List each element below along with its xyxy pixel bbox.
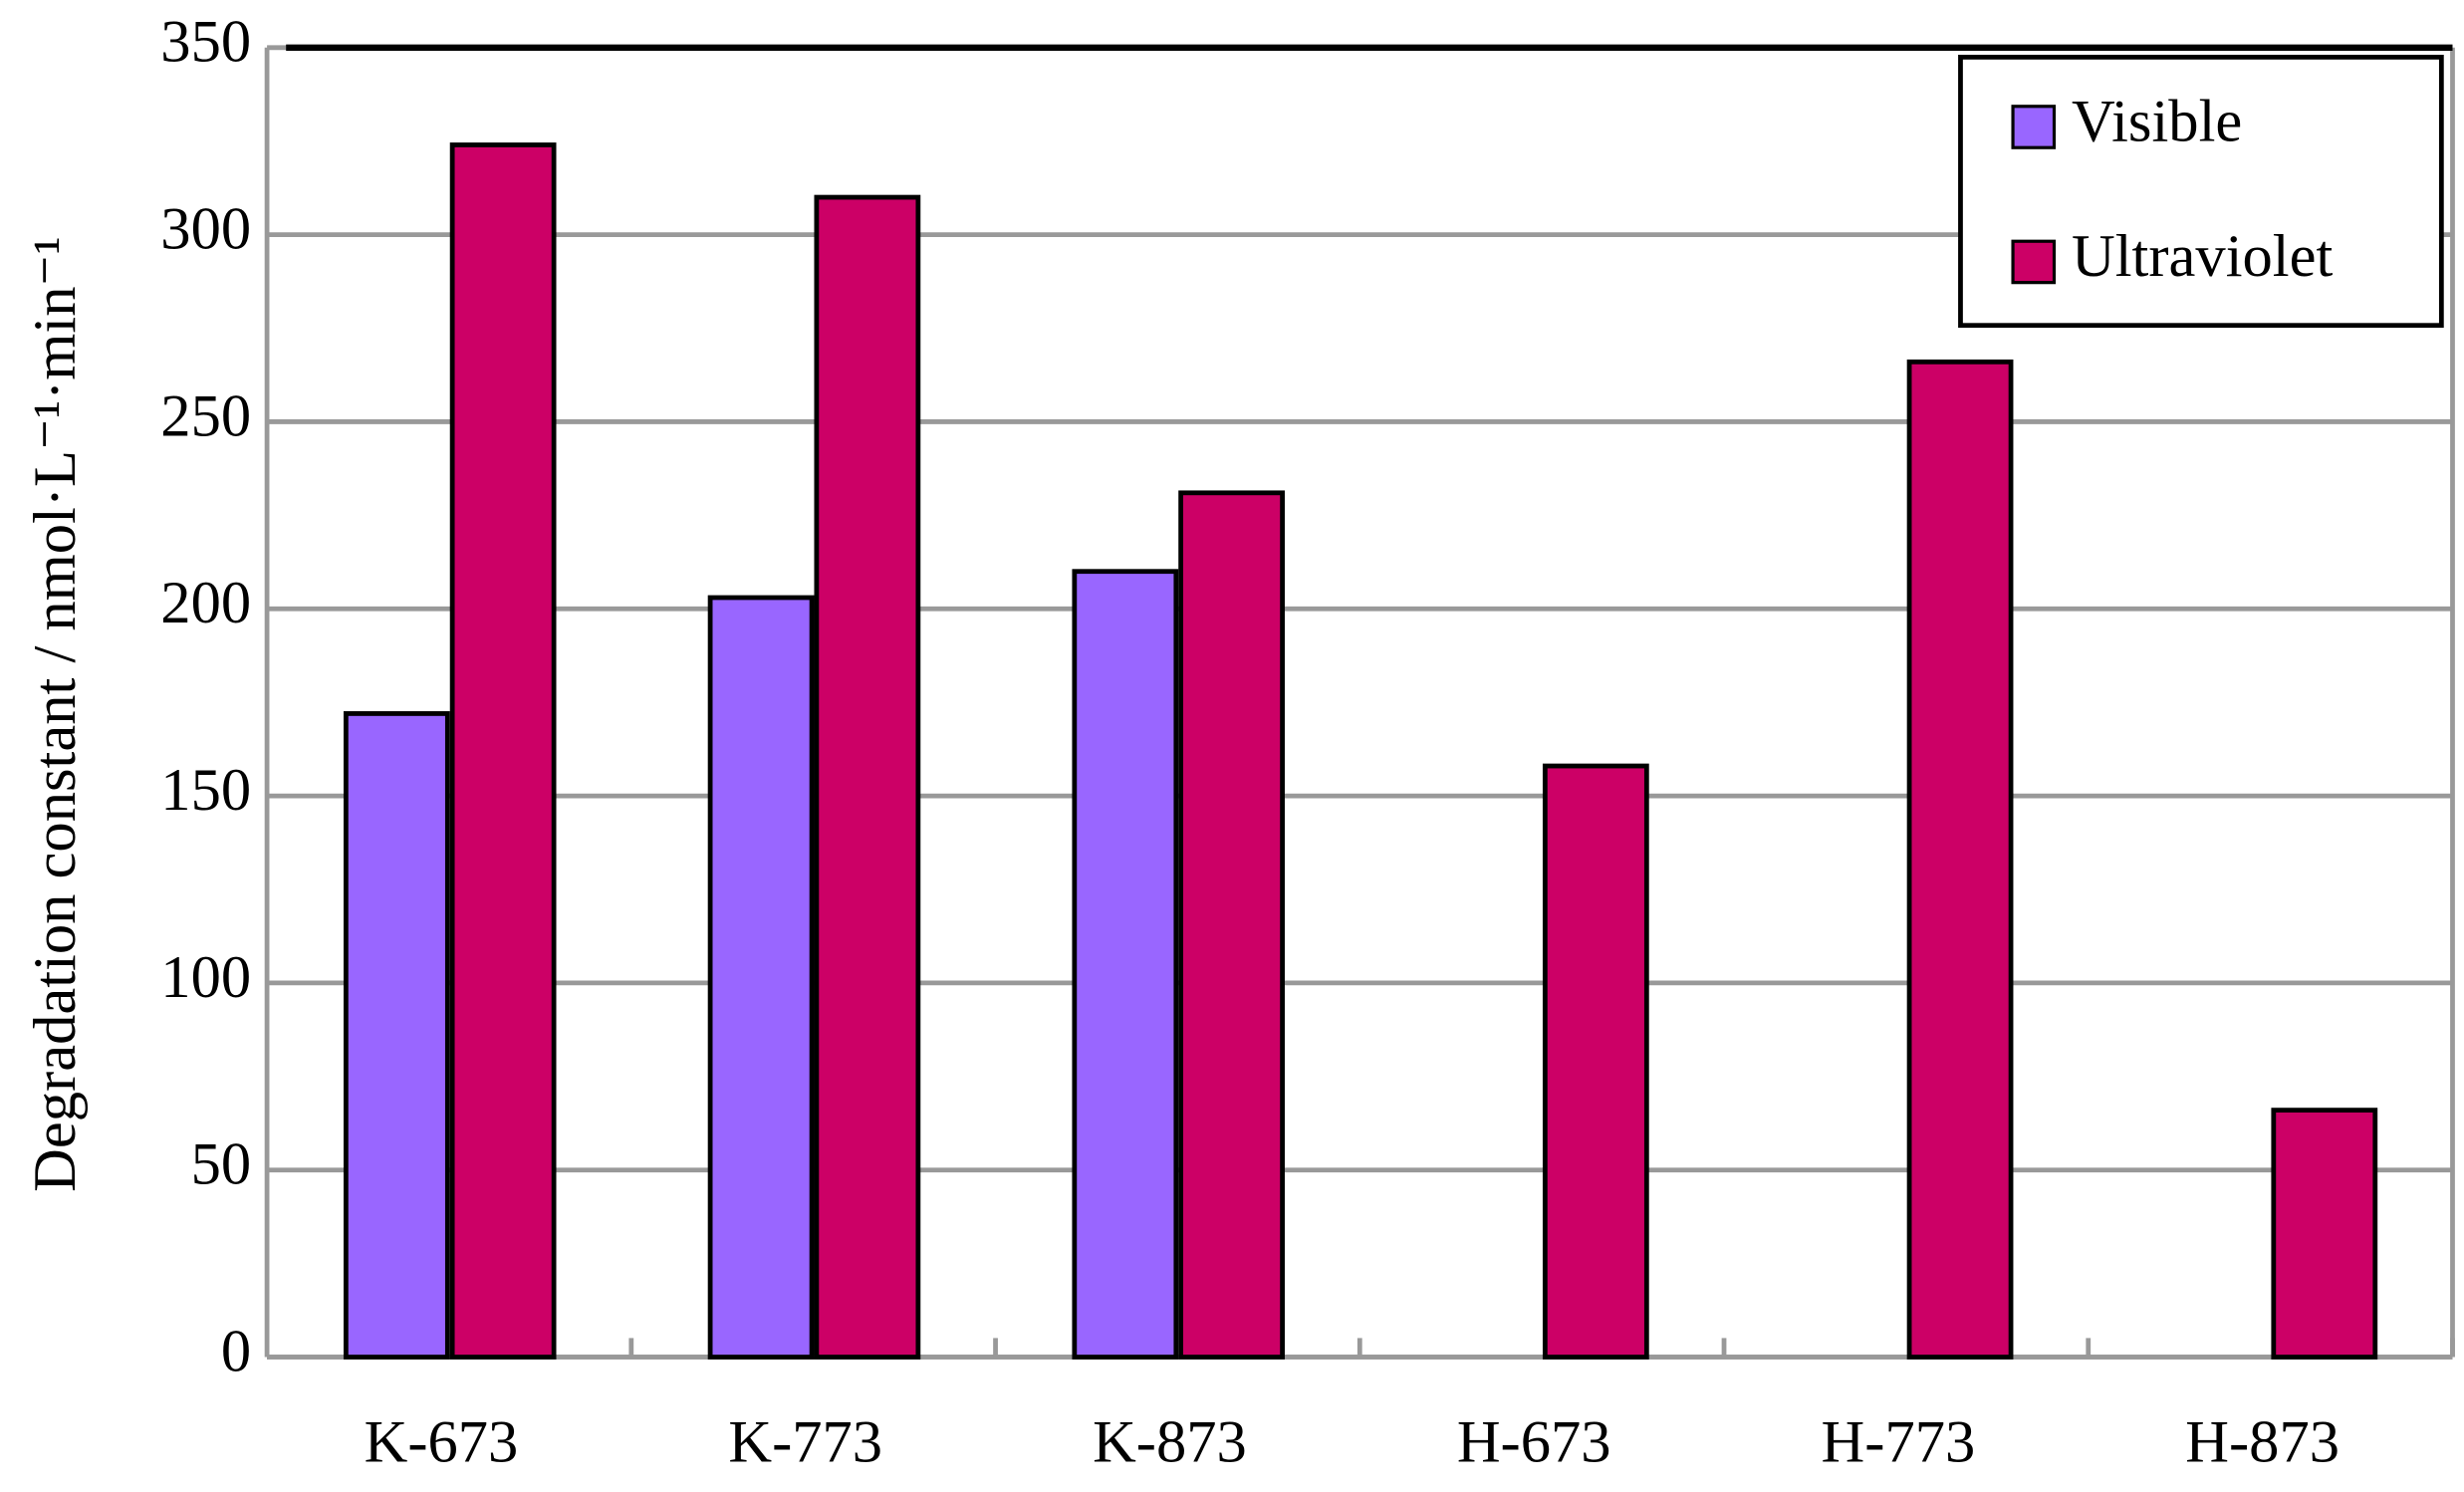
bar [449,142,557,1360]
x-tick-label: K-873 [1093,1408,1247,1475]
bar [1542,763,1649,1360]
legend-swatch [2011,239,2057,285]
y-tick-label: 150 [160,757,251,824]
legend-swatch [2011,105,2057,149]
y-tick-label: 200 [160,570,251,636]
y-tick-label: 0 [221,1318,251,1384]
y-tick-label: 50 [191,1131,252,1198]
x-tick-label: K-773 [728,1408,882,1475]
legend-label: Ultraviolet [2072,223,2333,290]
y-axis-label: Degradation constant / nmol·L⁻¹·min⁻¹ [22,236,89,1191]
x-tick-label: H-873 [2185,1408,2340,1475]
legend-label: Visible [2072,88,2242,154]
y-tick-label: 100 [160,944,251,1011]
x-tick-label: H-773 [1822,1408,1976,1475]
bar [707,595,815,1360]
x-tick-label: H-673 [1457,1408,1611,1475]
bar [1906,359,2014,1360]
bar [343,711,450,1360]
bar [2271,1108,2378,1360]
x-tick-label: K-673 [365,1408,519,1475]
bar [814,194,921,1360]
bar [1072,569,1179,1360]
bar [1178,490,1285,1360]
y-tick-label: 250 [160,382,251,449]
y-tick-label: 350 [160,9,251,76]
y-tick-label: 300 [160,196,251,263]
